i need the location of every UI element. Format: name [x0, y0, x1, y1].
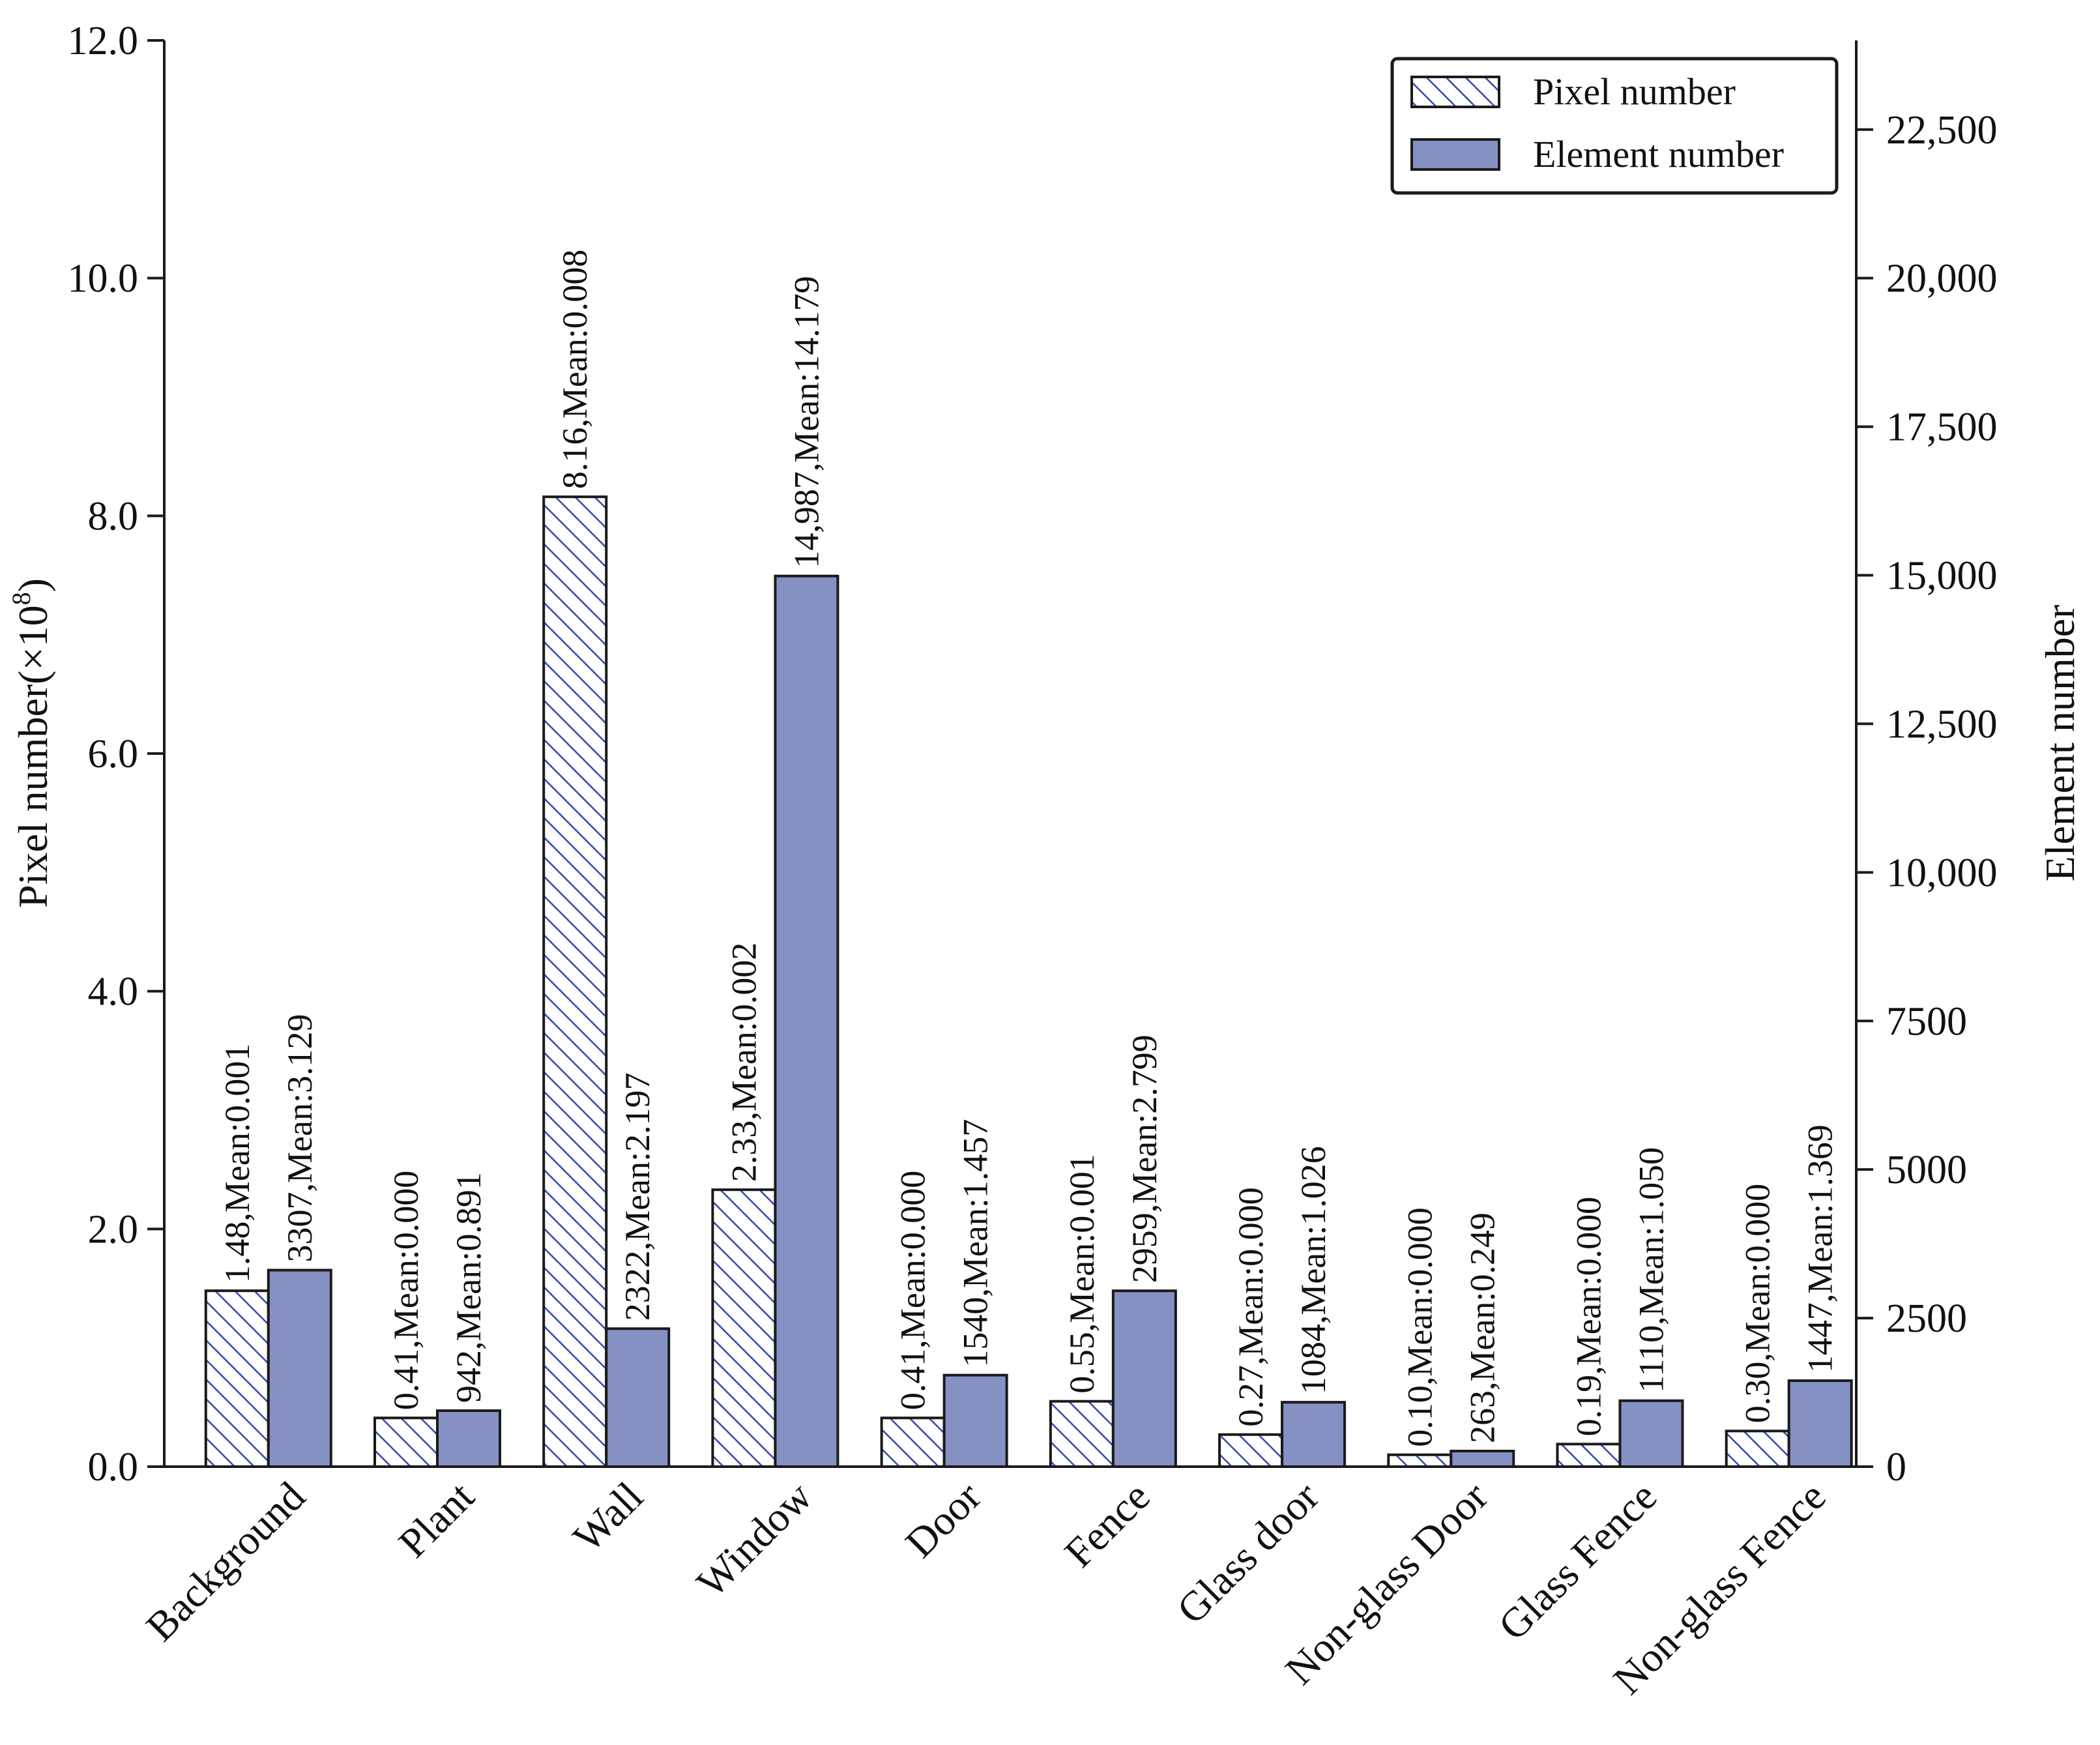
y-tick-label: 12.0: [68, 19, 139, 63]
category-label: Plant: [390, 1473, 483, 1566]
data-label-element: 3307,Mean:3.129: [280, 1014, 319, 1263]
bar-element-number: [1787, 1379, 1853, 1468]
category-label: Background: [137, 1473, 314, 1650]
bar-element-number: [1281, 1401, 1347, 1468]
bar-pixel-number: [1049, 1400, 1115, 1468]
bar-element-number: [267, 1268, 332, 1468]
bar-element-number: [1618, 1399, 1684, 1468]
data-label-element: 1084,Mean:1.026: [1294, 1146, 1333, 1394]
bar-pixel-number: [1556, 1443, 1622, 1469]
data-label-pixel: 0.41,Mean:0.000: [894, 1171, 933, 1410]
y2-tick-label: 2500: [1886, 1297, 1967, 1341]
legend: Pixel number Element number: [1390, 57, 1839, 195]
legend-box: [1390, 57, 1839, 195]
data-label-pixel: 2.33,Mean:0.002: [724, 943, 763, 1182]
y2-tick-label: 15,000: [1886, 554, 1998, 598]
bar-pixel-number: [880, 1416, 946, 1469]
category-label: Window: [688, 1473, 821, 1606]
data-label-pixel: 0.30,Mean:0.000: [1738, 1184, 1777, 1423]
y-tick-label: 10.0: [68, 257, 139, 301]
y2-tick-label: 17,500: [1886, 405, 1998, 450]
category-label: Door: [896, 1473, 989, 1566]
y2-tick-label: 5000: [1886, 1148, 1967, 1192]
bar-pixel-number: [204, 1289, 270, 1468]
category-label: Wall: [564, 1473, 652, 1561]
legend-swatch-element: [1410, 138, 1500, 171]
y2-tick-label: 0: [1886, 1445, 1906, 1489]
data-label-element: 1540,Mean:1.457: [956, 1119, 995, 1368]
data-label-pixel: 8.16,Mean:0.008: [555, 250, 594, 489]
data-label-element: 1447,Mean:1.369: [1801, 1124, 1840, 1373]
y2-tick-label: 10,000: [1886, 851, 1998, 895]
data-label-element: 263,Mean:0.249: [1463, 1212, 1502, 1443]
y-tick-label: 8.0: [88, 494, 139, 538]
y-tick-label: 6.0: [88, 732, 139, 776]
y-axis-label: Pixel number(×108): [7, 578, 56, 908]
bar-element-number: [436, 1409, 502, 1469]
data-labels-group: 1.48,Mean:0.001 3307,Mean:3.129 0.41,Mean:…: [218, 250, 1840, 1447]
bar-pixel-number: [1725, 1430, 1790, 1469]
category-labels-group: Background Plant Wall Window Door Fence Glass …: [137, 1473, 1834, 1703]
bar-pixel-number: [1387, 1453, 1453, 1468]
bar-pixel-number: [373, 1416, 439, 1469]
data-label-element: 1110,Mean:1.050: [1631, 1147, 1670, 1393]
y2-tick-label: 12,500: [1886, 702, 1998, 746]
bar-pixel-number: [711, 1188, 777, 1468]
data-label-pixel: 1.48,Mean:0.001: [218, 1044, 257, 1283]
bar-element-number: [1450, 1450, 1515, 1469]
data-label-pixel: 0.55,Mean:0.001: [1062, 1154, 1101, 1393]
bar-element-number: [942, 1373, 1008, 1468]
right-axis-ticks: 0 2500 5000 7500 10,000 12,500 15,000 17,500 20,…: [1856, 108, 1998, 1489]
legend-label-pixel: Pixel number: [1533, 70, 1736, 113]
data-label-element: 2322,Mean:2.197: [618, 1072, 657, 1321]
data-label-pixel: 0.19,Mean:0.000: [1569, 1197, 1608, 1436]
y2-axis-label: Element number: [2037, 605, 2083, 882]
bar-element-number: [774, 574, 839, 1468]
y2-tick-label: 20,000: [1886, 257, 1998, 301]
data-label-pixel: 0.27,Mean:0.000: [1231, 1187, 1270, 1426]
category-label: Fence: [1055, 1473, 1158, 1576]
bar-element-number: [1111, 1289, 1177, 1468]
legend-swatch-pixel: [1410, 76, 1500, 108]
category-label: Glass door: [1168, 1473, 1328, 1633]
y-tick-label: 4.0: [88, 970, 139, 1014]
left-axis-ticks: 0.0 2.0 4.0 6.0 8.0 10.0 12.0: [68, 19, 164, 1489]
y-tick-label: 0.0: [88, 1445, 139, 1489]
y2-tick-label: 22,500: [1886, 108, 1998, 153]
data-label-pixel: 0.10,Mean:0.000: [1400, 1207, 1439, 1446]
data-label-pixel: 0.41,Mean:0.000: [386, 1171, 426, 1410]
y2-tick-label: 7500: [1886, 999, 1967, 1044]
bar-pixel-number: [542, 495, 608, 1468]
y-tick-label: 2.0: [88, 1207, 139, 1252]
category-label: Glass Fence: [1489, 1473, 1665, 1649]
bars-group: [204, 495, 1853, 1469]
bar-element-number: [605, 1327, 671, 1469]
data-label-element: 2959,Mean:2.799: [1125, 1034, 1164, 1283]
legend-label-element: Element number: [1533, 133, 1784, 175]
bar-pixel-number: [1218, 1433, 1284, 1469]
data-label-element: 942,Mean:0.891: [449, 1172, 488, 1403]
data-label-element: 14,987,Mean:14.179: [787, 276, 826, 568]
